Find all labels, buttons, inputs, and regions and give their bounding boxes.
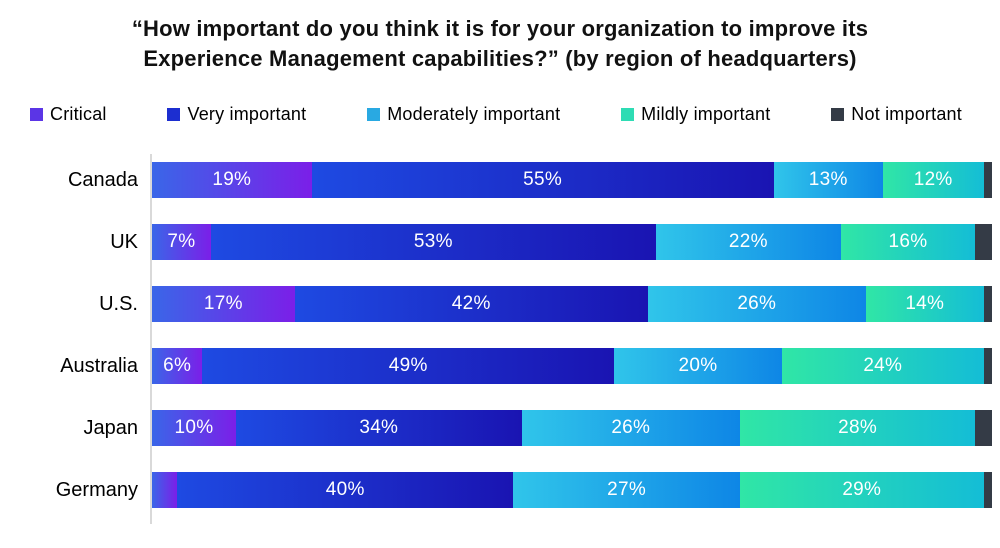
segment-value-label: 49%: [388, 355, 428, 376]
segment-value-label: 42%: [451, 293, 491, 314]
legend-item-mildly: Mildly important: [621, 104, 770, 125]
segment-value-label: 28%: [838, 417, 878, 438]
segment-value-label: 34%: [359, 417, 399, 438]
legend-item-not: Not important: [831, 104, 962, 125]
segment-value-label: 17%: [203, 293, 243, 314]
segment-value-label: 10%: [174, 417, 214, 438]
segment-value-label: 26%: [737, 293, 777, 314]
bar-segment-mildly: 28%: [739, 410, 976, 446]
bar-segment-critical: 10%: [152, 410, 236, 446]
chart-row-germany: Germany 40% 27% 29%: [56, 472, 1000, 508]
segment-value-label: 24%: [863, 355, 903, 376]
chart-area: Canada 19% 55% 13% 12% UK 7% 53% 22% 16% U.S. 17% 42…: [0, 154, 1000, 524]
segment-value-label: 19%: [212, 169, 252, 190]
legend-label-moderately: Moderately important: [387, 103, 561, 124]
row-label: Canada: [67, 169, 138, 191]
bar-segment-not: [983, 348, 992, 384]
row-label: U.S.: [99, 293, 138, 315]
stacked-bar: 19% 55% 13% 12%: [152, 162, 1000, 198]
bar-segment-very: 55%: [311, 162, 774, 198]
bar-segment-mildly: 14%: [865, 286, 984, 322]
bar-segment-critical: 6%: [152, 348, 203, 384]
row-label: Australia: [60, 355, 138, 377]
chart-row-canada: Canada 19% 55% 13% 12%: [68, 162, 1000, 198]
bar-segment-not: [983, 472, 992, 508]
bar-segment-very: 53%: [210, 224, 656, 260]
segment-value-label: 16%: [888, 231, 928, 252]
bar-segment-mildly: 29%: [739, 472, 984, 508]
bar-segment-moderately: 26%: [521, 410, 740, 446]
legend-item-critical: Critical: [30, 104, 107, 125]
legend-swatch-very: [167, 107, 181, 121]
bar-segment-very: 40%: [177, 472, 514, 508]
bar-segment-moderately: 13%: [773, 162, 883, 198]
segment-value-label: 40%: [325, 479, 365, 500]
bar-segment-not: [983, 286, 992, 322]
legend-label-mildly: Mildly important: [641, 103, 771, 124]
segment-value-label: 6%: [163, 355, 192, 376]
segment-value-label: 22%: [728, 231, 768, 252]
legend: Critical Very important Moderately importa…: [30, 102, 962, 126]
segment-value-label: 20%: [678, 355, 718, 376]
chart-row-us: U.S. 17% 42% 26% 14%: [99, 286, 1000, 322]
segment-value-label: 14%: [905, 293, 945, 314]
chart-title: “How important do you think it is for yo…: [20, 14, 980, 74]
legend-swatch-not: [831, 107, 845, 121]
legend-label-not: Not important: [851, 103, 962, 124]
bar-segment-not: [975, 224, 992, 260]
bar-segment-critical: 7%: [152, 224, 211, 260]
bar-segment-very: 49%: [202, 348, 614, 384]
legend-swatch-moderately: [367, 107, 381, 121]
bar-segment-very: 34%: [236, 410, 522, 446]
stacked-bar: 6% 49% 20% 24%: [152, 348, 1000, 384]
bar-segment-mildly: 16%: [840, 224, 976, 260]
bar-segment-mildly: 12%: [882, 162, 984, 198]
bar-segment-critical: [152, 472, 178, 508]
legend-item-moderately: Moderately important: [367, 104, 560, 125]
row-label: UK: [110, 231, 138, 253]
stacked-bar: 17% 42% 26% 14%: [152, 286, 1000, 322]
segment-value-label: 27%: [607, 479, 647, 500]
bar-segment-very: 42%: [294, 286, 648, 322]
segment-value-label: 26%: [611, 417, 651, 438]
bar-segment-not: [983, 162, 992, 198]
legend-swatch-mildly: [621, 107, 635, 121]
bar-segment-moderately: 22%: [655, 224, 841, 260]
chart-row-uk: UK 7% 53% 22% 16%: [110, 224, 1000, 260]
stacked-bar: 7% 53% 22% 16%: [152, 224, 1000, 260]
chart-row-australia: Australia 6% 49% 20% 24%: [60, 348, 1000, 384]
legend-item-very: Very important: [167, 104, 306, 125]
segment-value-label: 55%: [523, 169, 563, 190]
bar-segment-moderately: 20%: [613, 348, 782, 384]
legend-swatch-critical: [30, 107, 43, 121]
segment-value-label: 53%: [413, 231, 453, 252]
bar-segment-not: [975, 410, 992, 446]
chart-row-japan: Japan 10% 34% 26% 28%: [84, 410, 1000, 446]
chart-title-line1: “How important do you think it is for yo…: [131, 16, 869, 41]
segment-value-label: 12%: [913, 169, 953, 190]
chart-rows: Canada 19% 55% 13% 12% UK 7% 53% 22% 16% U.S. 17% 42…: [56, 162, 1000, 508]
stacked-bar: 40% 27% 29%: [152, 472, 1000, 508]
legend-label-critical: Critical: [50, 103, 107, 124]
chart-title-line2: Experience Management capabilities?” (by…: [143, 46, 857, 71]
bar-segment-mildly: 24%: [781, 348, 984, 384]
bar-segment-critical: 19%: [152, 162, 312, 198]
row-label: Japan: [83, 417, 139, 439]
legend-label-very: Very important: [187, 103, 307, 124]
y-axis-line: [150, 154, 152, 524]
segment-value-label: 13%: [808, 169, 848, 190]
bar-segment-moderately: 27%: [513, 472, 740, 508]
segment-value-label: 7%: [167, 231, 196, 252]
row-label: Germany: [55, 479, 138, 501]
bar-segment-critical: 17%: [152, 286, 295, 322]
stacked-bar: 10% 34% 26% 28%: [152, 410, 1000, 446]
segment-value-label: 29%: [842, 479, 882, 500]
bar-segment-moderately: 26%: [647, 286, 866, 322]
